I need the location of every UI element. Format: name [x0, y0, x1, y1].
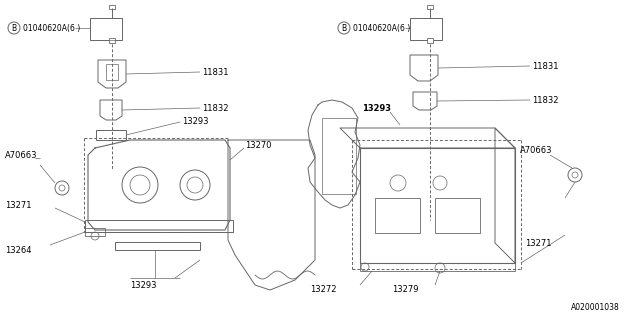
- Bar: [360, 148, 515, 263]
- Text: 11832: 11832: [532, 95, 559, 105]
- Bar: [322, 118, 356, 194]
- Bar: [85, 220, 233, 232]
- Text: 13271: 13271: [5, 201, 31, 210]
- Text: 01040620A(6 ): 01040620A(6 ): [23, 23, 80, 33]
- Text: 13264: 13264: [5, 245, 31, 254]
- Text: 13279: 13279: [392, 285, 419, 294]
- Bar: [115, 242, 200, 250]
- Bar: [427, 38, 433, 43]
- Text: A020001038: A020001038: [572, 303, 620, 312]
- Text: B: B: [341, 23, 347, 33]
- Bar: [435, 198, 480, 233]
- Text: B: B: [12, 23, 17, 33]
- Bar: [96, 130, 126, 140]
- Bar: [410, 18, 442, 40]
- Text: 01040620A(6 ): 01040620A(6 ): [353, 23, 410, 33]
- Text: 13293: 13293: [130, 281, 157, 290]
- Bar: [90, 18, 122, 40]
- Text: 13271: 13271: [525, 238, 552, 247]
- Bar: [109, 5, 115, 9]
- Text: 13270: 13270: [245, 140, 271, 149]
- Text: 13293: 13293: [362, 103, 391, 113]
- Bar: [85, 228, 105, 236]
- Text: 13272: 13272: [310, 285, 337, 294]
- Text: A70663: A70663: [520, 146, 552, 155]
- Bar: [375, 198, 420, 233]
- Text: A70663: A70663: [5, 150, 38, 159]
- Text: 11831: 11831: [202, 68, 228, 76]
- Bar: [106, 64, 118, 80]
- Bar: [109, 38, 115, 43]
- Bar: [427, 5, 433, 9]
- Text: 11831: 11831: [532, 61, 559, 70]
- Text: 11832: 11832: [202, 103, 228, 113]
- Text: 13293: 13293: [182, 116, 209, 125]
